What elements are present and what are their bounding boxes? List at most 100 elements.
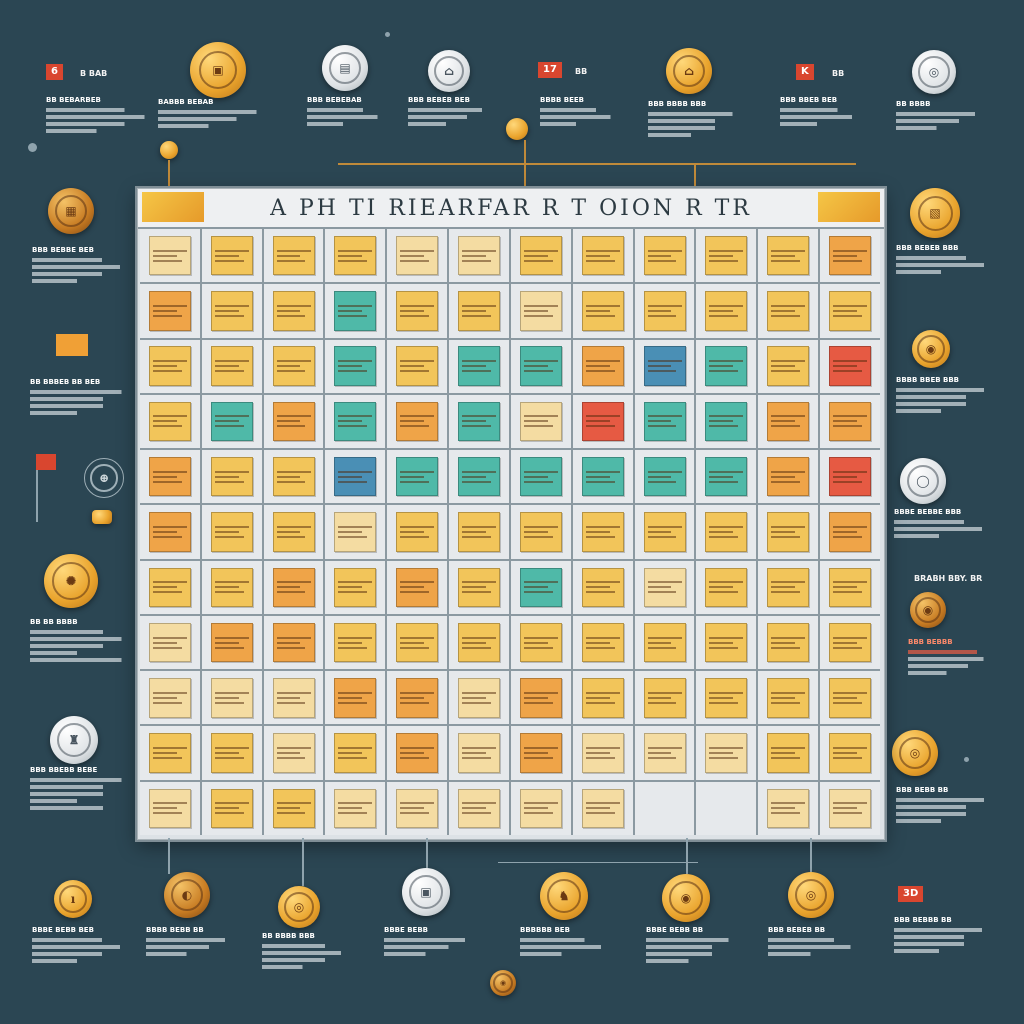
grid-cell[interactable] [387,671,448,725]
grid-cell[interactable] [387,505,448,559]
grid-cell[interactable] [201,671,262,725]
grid-cell[interactable] [263,394,324,449]
grid-cell[interactable] [263,505,324,559]
grid-cell[interactable] [510,339,571,393]
grid-cell[interactable] [696,284,757,338]
grid-cell[interactable] [572,450,633,504]
grid-cell[interactable] [696,229,757,283]
grid-cell[interactable] [696,560,757,614]
grid-cell[interactable] [572,726,633,780]
grid-cell[interactable] [140,726,200,780]
grid-cell[interactable] [325,560,386,614]
grid-cell[interactable] [201,505,262,559]
grid-cell[interactable] [696,339,757,393]
grid-cell[interactable] [572,560,633,614]
grid-cell[interactable] [325,229,386,283]
grid-cell[interactable] [634,726,695,780]
grid-cell[interactable] [820,726,880,780]
grid-cell[interactable] [201,781,262,835]
grid-cell[interactable] [140,339,200,393]
grid-cell[interactable] [572,615,633,670]
grid-cell[interactable] [201,726,262,780]
grid-cell[interactable] [572,339,633,393]
grid-cell[interactable] [325,726,386,780]
grid-cell[interactable] [387,781,448,835]
grid-cell[interactable] [758,339,819,393]
grid-cell[interactable] [696,615,757,670]
grid-cell[interactable] [325,394,386,449]
grid-cell[interactable] [201,615,262,670]
grid-cell[interactable] [634,450,695,504]
grid-cell[interactable] [572,229,633,283]
grid-cell[interactable] [510,726,571,780]
grid-cell[interactable] [201,560,262,614]
grid-cell[interactable] [263,284,324,338]
grid-cell[interactable] [758,229,819,283]
grid-cell[interactable] [696,781,757,835]
grid-cell[interactable] [758,394,819,449]
grid-cell[interactable] [449,726,509,780]
grid-cell[interactable] [263,615,324,670]
grid-cell[interactable] [140,615,200,670]
grid-cell[interactable] [140,394,200,449]
grid-cell[interactable] [201,394,262,449]
grid-cell[interactable] [140,671,200,725]
grid-cell[interactable] [696,671,757,725]
grid-cell[interactable] [449,229,509,283]
grid-cell[interactable] [510,450,571,504]
grid-cell[interactable] [572,284,633,338]
grid-cell[interactable] [634,284,695,338]
grid-cell[interactable] [140,781,200,835]
grid-cell[interactable] [510,560,571,614]
grid-cell[interactable] [387,229,448,283]
grid-cell[interactable] [263,781,324,835]
grid-cell[interactable] [263,671,324,725]
grid-cell[interactable] [758,450,819,504]
grid-cell[interactable] [387,615,448,670]
grid-cell[interactable] [572,505,633,559]
grid-cell[interactable] [634,671,695,725]
grid-cell[interactable] [758,671,819,725]
grid-cell[interactable] [820,450,880,504]
grid-cell[interactable] [449,671,509,725]
grid-cell[interactable] [758,781,819,835]
grid-cell[interactable] [510,394,571,449]
grid-cell[interactable] [449,505,509,559]
grid-cell[interactable] [696,505,757,559]
grid-cell[interactable] [263,560,324,614]
grid-cell[interactable] [510,229,571,283]
grid-cell[interactable] [820,560,880,614]
grid-cell[interactable] [449,615,509,670]
grid-cell[interactable] [820,671,880,725]
grid-cell[interactable] [820,505,880,559]
grid-cell[interactable] [634,781,695,835]
grid-cell[interactable] [201,229,262,283]
grid-cell[interactable] [572,781,633,835]
grid-cell[interactable] [449,560,509,614]
grid-cell[interactable] [387,284,448,338]
grid-cell[interactable] [387,450,448,504]
grid-cell[interactable] [572,394,633,449]
grid-cell[interactable] [696,394,757,449]
grid-cell[interactable] [449,394,509,449]
grid-cell[interactable] [758,560,819,614]
grid-cell[interactable] [387,339,448,393]
grid-cell[interactable] [820,284,880,338]
grid-cell[interactable] [325,339,386,393]
grid-cell[interactable] [758,505,819,559]
grid-cell[interactable] [449,339,509,393]
grid-cell[interactable] [758,726,819,780]
grid-cell[interactable] [140,505,200,559]
grid-cell[interactable] [140,229,200,283]
grid-cell[interactable] [387,394,448,449]
grid-cell[interactable] [325,505,386,559]
grid-cell[interactable] [758,615,819,670]
grid-cell[interactable] [263,726,324,780]
grid-cell[interactable] [140,450,200,504]
grid-cell[interactable] [634,394,695,449]
grid-cell[interactable] [758,284,819,338]
grid-cell[interactable] [634,615,695,670]
grid-cell[interactable] [510,781,571,835]
grid-cell[interactable] [325,615,386,670]
grid-cell[interactable] [325,671,386,725]
